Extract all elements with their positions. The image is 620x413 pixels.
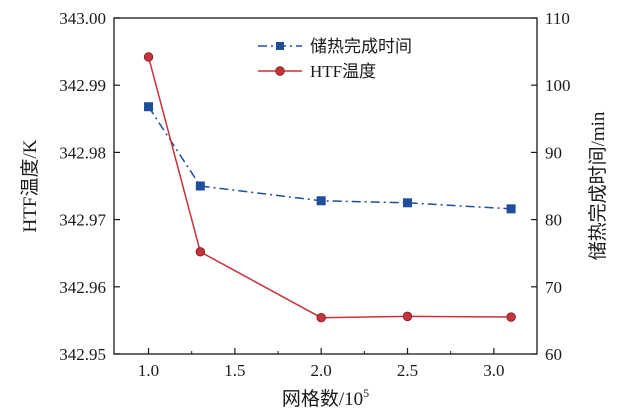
y-left-tick-label: 343.00 — [59, 9, 106, 28]
data-point-circle — [506, 312, 516, 322]
axis-ticks — [114, 17, 537, 355]
plot-border — [113, 17, 538, 355]
data-point-square — [316, 196, 326, 206]
y-left-tick-label: 342.98 — [59, 143, 106, 162]
y-right-tick-label: 80 — [545, 211, 562, 230]
legend-label: HTF温度 — [310, 62, 376, 81]
x-axis-title-text: 网格数/10 — [282, 388, 363, 410]
x-tick-label: 2.0 — [311, 361, 332, 380]
y-right-tick-label: 100 — [545, 76, 571, 95]
series-markers — [143, 52, 516, 323]
y-right-tick-label: 60 — [545, 345, 562, 364]
data-point-circle — [316, 313, 326, 323]
y-left-axis-title: HTF温度/K — [19, 139, 41, 232]
y-left-tick-label: 342.95 — [59, 345, 106, 364]
legend-marker-square — [276, 42, 284, 50]
x-axis-title: 网格数/105 — [282, 386, 369, 410]
x-tick-label: 1.0 — [138, 361, 159, 380]
x-tick-label: 3.0 — [483, 361, 504, 380]
y-right-axis-title: 储热完成时间/min — [587, 111, 609, 260]
legend-label: 储热完成时间 — [310, 37, 412, 56]
tick-labels: 1.0 1.5 2.0 2.5 3.0 342.95 342.96 342.97 342.98 3… — [59, 9, 570, 380]
data-point-square — [506, 204, 516, 214]
x-axis-title-superscript: 5 — [363, 386, 369, 400]
data-point-square — [144, 102, 154, 112]
y-right-tick-label: 90 — [545, 143, 562, 162]
y-left-tick-label: 342.97 — [59, 211, 106, 230]
data-point-square — [195, 181, 205, 191]
y-left-tick-label: 342.96 — [59, 278, 106, 297]
data-point-circle — [143, 52, 154, 62]
legend: 储热完成时间 HTF温度 — [258, 37, 412, 81]
x-tick-label: 1.5 — [224, 361, 245, 380]
plot-frame — [113, 17, 538, 355]
y-right-tick-label: 70 — [545, 278, 562, 297]
legend-marker-circle — [275, 66, 285, 76]
series-line — [147, 106, 512, 210]
data-point-circle — [402, 311, 413, 322]
y-left-tick-label: 342.99 — [59, 76, 106, 95]
data-point-circle — [195, 247, 206, 257]
x-tick-label: 2.5 — [397, 361, 418, 380]
data-point-square — [403, 198, 413, 208]
y-right-tick-label: 110 — [545, 9, 570, 28]
